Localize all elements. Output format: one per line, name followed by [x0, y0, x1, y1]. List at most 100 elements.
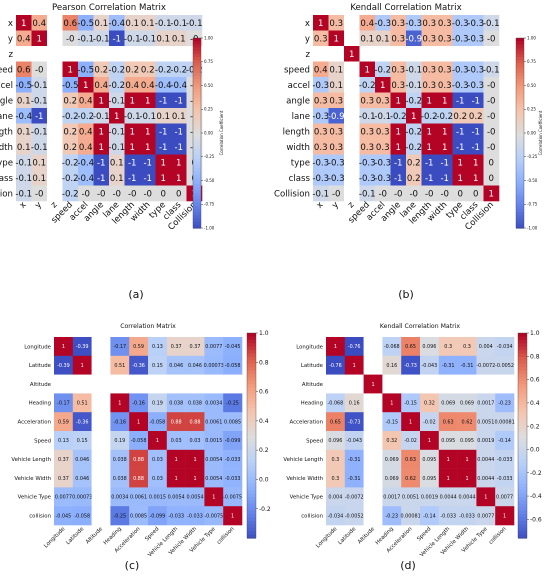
heatmap-cell: [328, 139, 345, 155]
colorbar-segment: [518, 391, 527, 396]
heatmap-cell: [421, 61, 438, 78]
colorbar-segment: [247, 514, 256, 519]
heatmap-cell: [344, 431, 364, 451]
heatmap-cell: [62, 30, 79, 47]
heatmap-cell: [171, 92, 187, 109]
heatmap-cell-label: -0.2: [390, 112, 407, 122]
y-tick-label: Collision: [0, 189, 13, 199]
heatmap-cell: [62, 154, 79, 171]
heatmap-cell: [390, 30, 407, 47]
heatmap-cell: [185, 337, 205, 357]
heatmap-cell-label: 1: [428, 438, 431, 444]
panel-tag: (d): [400, 559, 416, 572]
heatmap-cell: [468, 139, 484, 155]
heatmap-cell-label: 0.095: [422, 476, 436, 482]
heatmap-cell: [155, 170, 172, 186]
heatmap-cell-label: -0.1: [483, 65, 500, 75]
heatmap-cell-empty: [476, 374, 496, 394]
heatmap-cell: [483, 77, 500, 93]
heatmap-cell: [72, 337, 92, 357]
heatmap-cell-label: 1: [99, 143, 104, 153]
heatmap-cell: [344, 412, 364, 432]
heatmap-cell: [437, 108, 453, 124]
heatmap-cell: [166, 506, 186, 526]
heatmap-cell: [476, 337, 496, 357]
heatmap-cell: [390, 15, 407, 31]
heatmap-cell: [109, 154, 125, 171]
colorbar-segment: [518, 394, 527, 399]
colorbar-segment: [247, 445, 256, 450]
y-tick-label: Acceleration: [18, 419, 52, 425]
heatmap-cell: [406, 77, 422, 93]
heatmap-cell: [140, 123, 156, 140]
colorbar-segment: [193, 57, 201, 61]
heatmap-cell-label: -0: [97, 189, 106, 199]
heatmap-cell-label: 1: [145, 96, 150, 106]
heatmap-cell: [452, 139, 469, 155]
heatmap-cell: [223, 449, 243, 469]
heatmap-cell-label: -0: [35, 65, 44, 75]
colorbar-segment: [193, 47, 201, 52]
heatmap-cell-empty: [483, 46, 499, 62]
heatmap-cell-label: 0.0017: [477, 401, 494, 407]
heatmap-cell-empty: [401, 374, 420, 394]
heatmap-cell-label: -0.14: [423, 513, 436, 519]
heatmap-cell: [166, 337, 186, 357]
heatmap-cell: [16, 92, 32, 109]
heatmap-cell-label: -0.1: [405, 65, 422, 75]
colorbar-segment: [193, 79, 201, 83]
heatmap-cell: [382, 337, 402, 357]
heatmap-cell: [328, 185, 345, 202]
heatmap-cell: [375, 139, 391, 155]
colorbar-segment: [516, 145, 524, 150]
colorbar-segment: [516, 50, 524, 55]
heatmap-cell-label: -0.5: [62, 81, 79, 91]
heatmap-cell-label: -0.73: [404, 363, 417, 369]
heatmap-cell: [344, 337, 364, 357]
heatmap-cell: [483, 139, 500, 155]
heatmap-cell: [359, 123, 376, 140]
heatmap-cell-label: 0.069: [460, 401, 474, 407]
heatmap-cell-label: 1: [473, 158, 478, 168]
heatmap-cell: [148, 487, 168, 507]
heatmap-cell-label: 0.069: [385, 457, 399, 463]
heatmap-cell: [124, 185, 141, 202]
heatmap-cell-label: -1: [128, 158, 137, 168]
heatmap-cell-label: 0.3: [329, 96, 343, 106]
heatmap-cell-empty: [185, 374, 205, 394]
heatmap-cell-label: -0.068: [384, 344, 400, 350]
heatmap-cell-label: 0.0054: [186, 495, 203, 501]
heatmap-cell: [31, 108, 48, 124]
heatmap-cell: [401, 355, 421, 375]
heatmap-cell-label: 0.00073: [204, 363, 224, 369]
heatmap-cell: [390, 108, 407, 124]
heatmap-cell-label: -0.1: [108, 143, 125, 153]
heatmap-cell-empty: [344, 15, 360, 31]
heatmap-cell: [438, 337, 458, 357]
heatmap-cell: [421, 154, 438, 171]
colorbar-segment: [518, 438, 527, 443]
heatmap-cell-label: 1: [130, 127, 135, 137]
heatmap-cell-label: -1: [440, 174, 449, 184]
heatmap-cell-label: 1: [473, 174, 478, 184]
heatmap-cell-label: 0.0044: [458, 495, 475, 501]
heatmap-cell-label: -0.3: [312, 81, 329, 91]
heatmap-cell-label: 0.2: [63, 143, 77, 153]
heatmap-cell: [155, 185, 172, 202]
heatmap-cell-label: 1: [231, 513, 234, 519]
heatmap-cell-empty: [47, 30, 63, 46]
heatmap-cell-label: -0.068: [328, 401, 344, 407]
heatmap-cell: [171, 170, 187, 186]
heatmap-cell-label: 0.3: [332, 476, 340, 482]
heatmap-cell: [62, 61, 79, 78]
heatmap-cell-label: -0.31: [461, 363, 474, 369]
y-tick-label: z: [305, 50, 310, 60]
colorbar-segment: [516, 205, 524, 210]
colorbar-tick-label: 0.4: [259, 418, 269, 425]
colorbar-segment: [193, 107, 201, 112]
colorbar-segment: [247, 350, 256, 355]
heatmap-cell: [476, 487, 496, 507]
heatmap-cell: [390, 154, 407, 171]
heatmap-cell-label: 0.1: [156, 112, 170, 122]
